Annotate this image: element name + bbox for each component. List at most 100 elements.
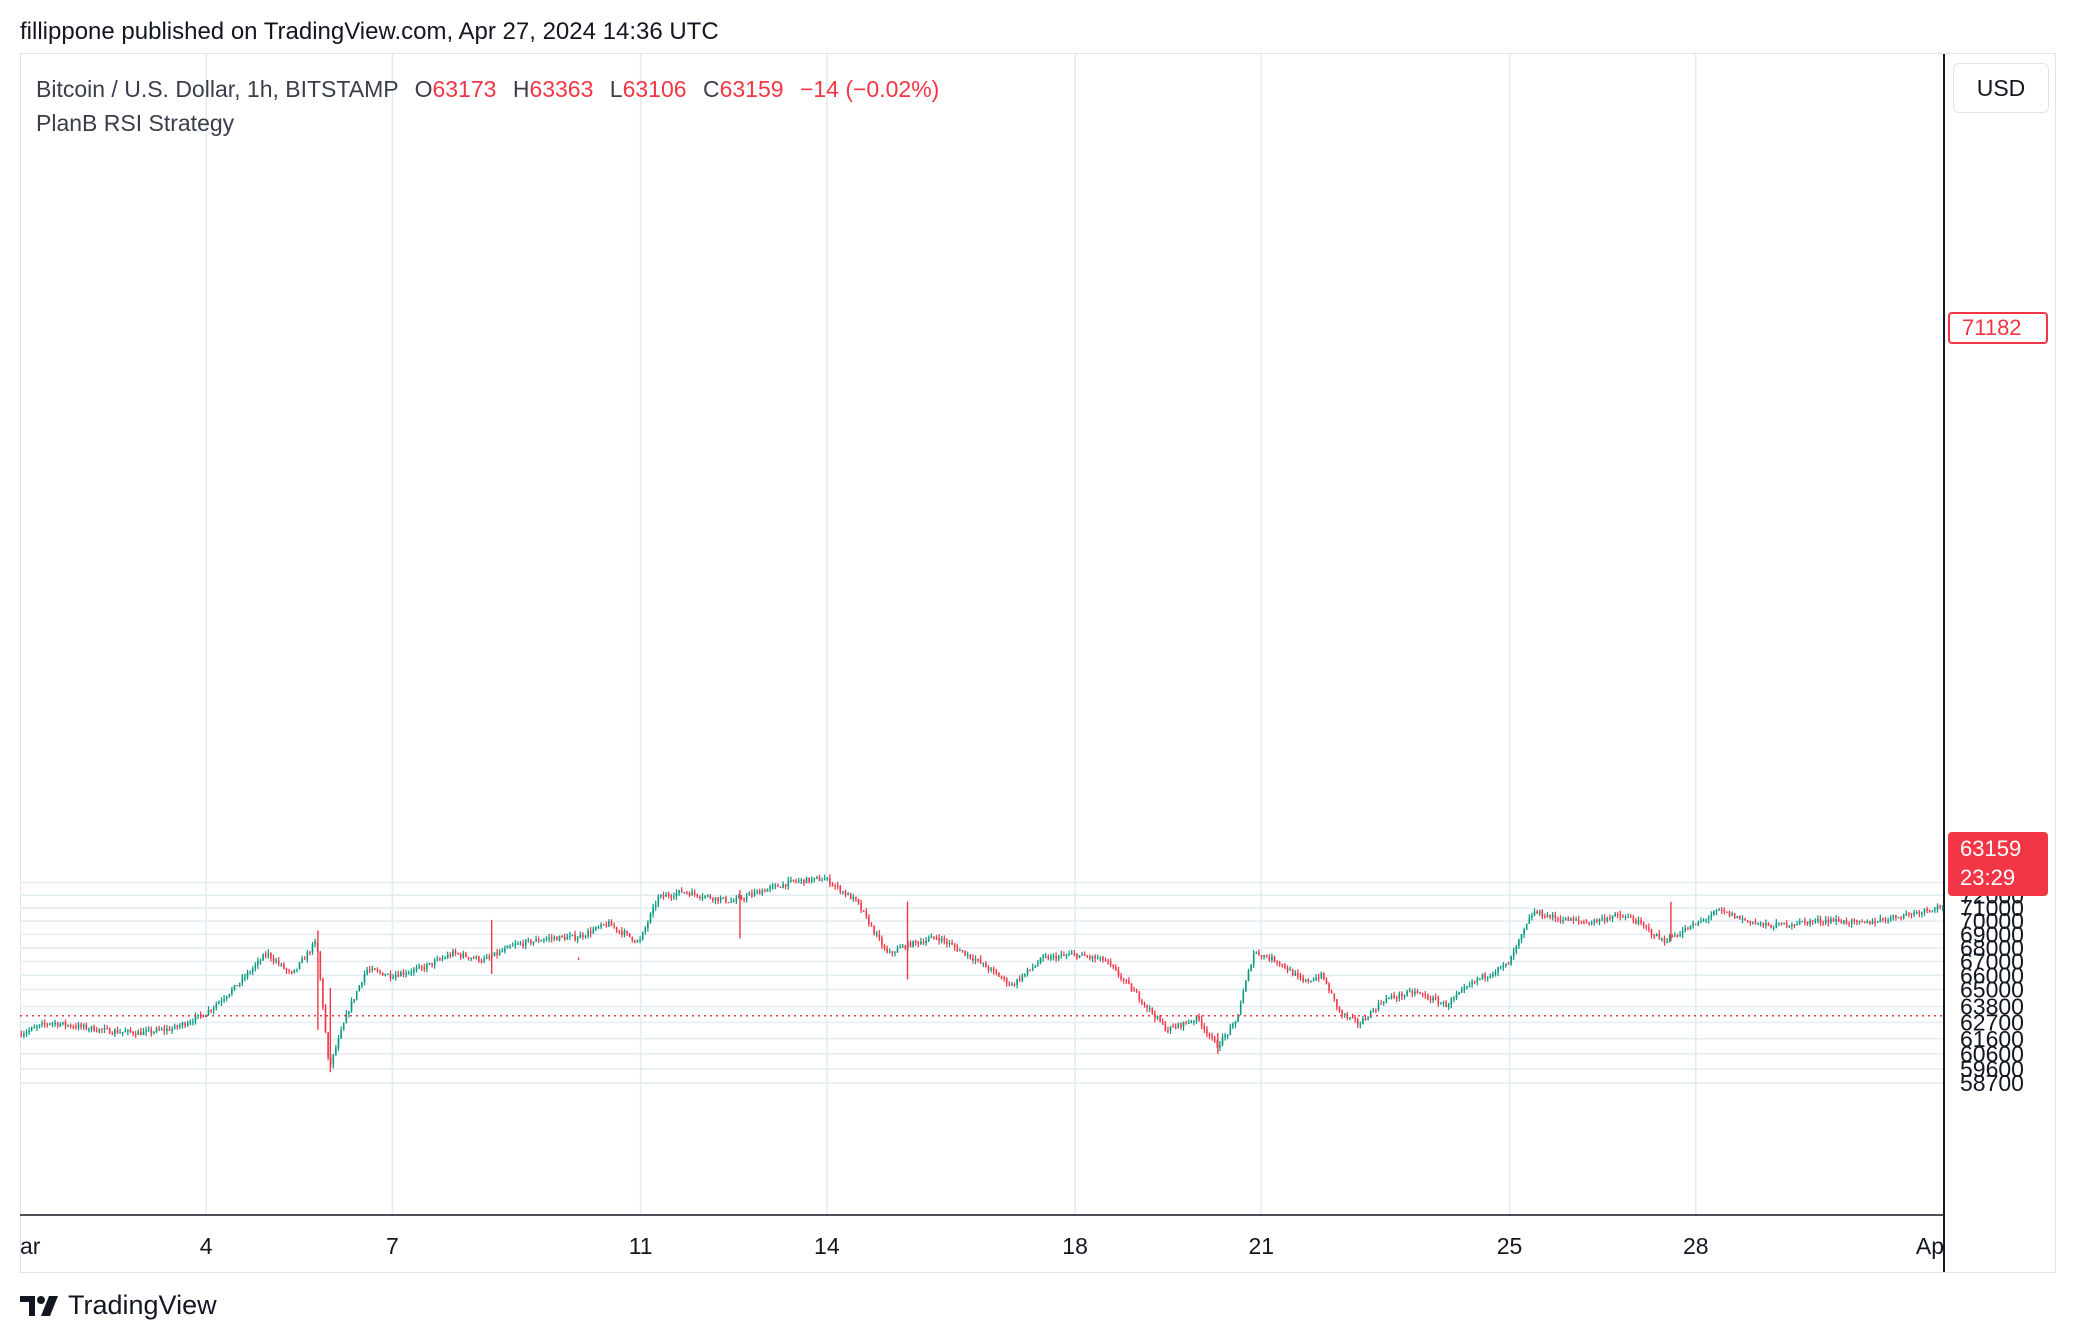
candle-body — [415, 967, 418, 970]
candle-body — [1169, 1026, 1172, 1031]
candle-body — [1460, 989, 1463, 993]
candle-down — [615, 926, 618, 934]
candle-down — [184, 1021, 186, 1028]
candle-body — [1258, 952, 1260, 956]
candle-down — [1616, 911, 1619, 919]
candle-down — [891, 950, 894, 957]
candle-body — [1713, 911, 1715, 916]
candle-body — [701, 897, 704, 899]
candle-down — [1333, 993, 1336, 1002]
candle-up — [1442, 1000, 1445, 1007]
candle-body — [569, 935, 571, 937]
candle-body — [1510, 956, 1512, 965]
candle-body — [114, 1030, 116, 1035]
y-axis-labels: 7300072000710007000069000680006700066000… — [1960, 870, 2024, 1097]
candle-body — [1052, 955, 1055, 957]
candle-up — [1830, 916, 1832, 925]
candle-up — [1817, 915, 1819, 924]
candle-body — [1356, 1019, 1359, 1025]
strategy-label[interactable]: PlanB RSI Strategy — [36, 110, 235, 136]
candle-up — [1715, 909, 1718, 916]
candle-up — [1502, 962, 1505, 971]
candle-down — [1557, 916, 1559, 923]
candle-body — [504, 948, 506, 952]
candle-up — [244, 973, 246, 982]
candle-body — [106, 1028, 108, 1030]
candle-body — [748, 893, 751, 896]
currency-button[interactable]: USD — [1953, 63, 2049, 113]
candle-body — [381, 972, 384, 976]
candle-body — [1570, 918, 1572, 921]
candle-body — [1479, 978, 1481, 980]
candle-up — [1081, 951, 1083, 956]
candle-up — [1304, 978, 1307, 983]
candle-body — [849, 893, 852, 900]
candle-body — [740, 896, 743, 899]
candle-up — [1923, 908, 1926, 917]
candle-up — [259, 958, 262, 965]
candle-body — [1008, 983, 1011, 985]
candle-down — [56, 1021, 59, 1029]
candle-up — [215, 1001, 218, 1011]
candle-up — [384, 973, 387, 977]
candle-down — [134, 1030, 137, 1038]
candle-body — [1068, 954, 1070, 956]
candle-up — [1934, 906, 1936, 913]
candle-up — [1871, 918, 1874, 925]
candle-body — [855, 896, 857, 900]
candle-body — [1471, 981, 1473, 985]
candle-up — [483, 955, 485, 964]
candle-up — [1481, 973, 1484, 980]
y-tick-label: 59600 — [1960, 1056, 2024, 1082]
candle-body — [1294, 973, 1297, 976]
candle-up — [238, 982, 241, 988]
candle-body — [1070, 953, 1073, 955]
candle-body — [1564, 917, 1567, 921]
candle-up — [1707, 915, 1710, 924]
candle-up — [678, 889, 680, 896]
candle-body — [1416, 991, 1419, 993]
candle-up — [1525, 923, 1528, 930]
candle-body — [20, 1034, 23, 1037]
candle-body — [140, 1031, 142, 1035]
candle-down — [402, 969, 405, 978]
candle-body — [1848, 923, 1850, 925]
candle-body — [46, 1023, 49, 1026]
candle-up — [1858, 920, 1861, 925]
candle-up — [548, 933, 550, 943]
candle-body — [566, 936, 569, 940]
candle-up — [1468, 981, 1471, 988]
candle-body — [925, 940, 927, 944]
candle-down — [922, 938, 925, 945]
candle-up — [36, 1024, 38, 1032]
candle-body — [202, 1015, 205, 1018]
candle-down — [1861, 919, 1863, 923]
candle-body — [1931, 910, 1934, 912]
candle-up — [1606, 916, 1609, 923]
candle-down — [158, 1025, 160, 1032]
candle-body — [1047, 956, 1050, 960]
symbol-title[interactable]: Bitcoin / U.S. Dollar, 1h, BITSTAMP — [36, 76, 399, 102]
candle-down — [709, 893, 712, 899]
candle-up — [251, 966, 254, 976]
candle-up — [1915, 910, 1918, 915]
candle-body — [1934, 909, 1936, 911]
candle-up — [1414, 988, 1416, 997]
candle-up — [1440, 1001, 1442, 1005]
candle-up — [842, 890, 844, 895]
candle-down — [904, 944, 907, 951]
candle-up — [197, 1014, 199, 1020]
candle-up — [1099, 956, 1102, 962]
candle-body — [1284, 964, 1286, 968]
candle-body — [1614, 913, 1616, 917]
x-tick-label: 4 — [200, 1233, 213, 1259]
candle-down — [1596, 918, 1598, 924]
candle-body — [777, 884, 779, 887]
candle-up — [77, 1021, 80, 1031]
candle-body — [1928, 910, 1931, 912]
brand[interactable]: TradingView — [20, 1290, 217, 1321]
candle-body — [912, 940, 914, 947]
candle-down — [303, 956, 306, 960]
candle-body — [1939, 905, 1941, 908]
